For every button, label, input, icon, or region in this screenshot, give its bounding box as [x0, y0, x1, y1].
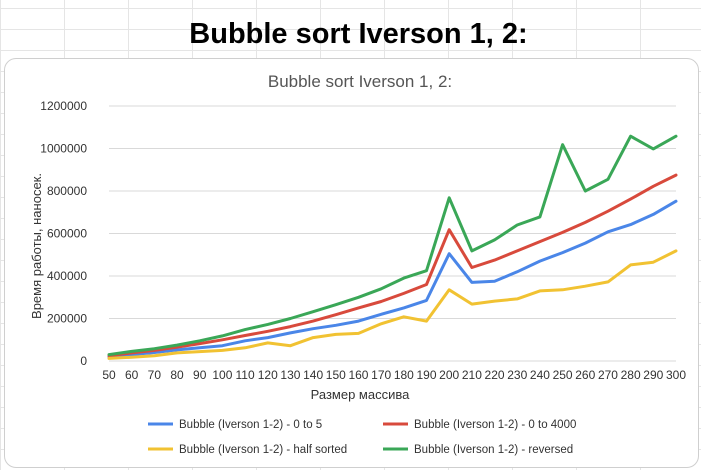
x-tick-label: 180 — [394, 368, 414, 382]
chart-panel[interactable]: Bubble sort Iverson 1, 2: 0 200000 400000 6… — [4, 58, 699, 468]
x-tick-label: 220 — [485, 368, 505, 382]
x-tick-label: 100 — [212, 368, 232, 382]
x-tick-label: 160 — [348, 368, 368, 382]
y-tick-label: 0 — [80, 354, 87, 368]
x-tick-label: 120 — [258, 368, 278, 382]
y-axis-title: Время работы, наносек. — [29, 173, 44, 319]
series-line-3[interactable] — [107, 249, 678, 360]
x-tick-label: 80 — [170, 368, 184, 382]
page-heading: Bubble sort Iverson 1, 2: — [189, 18, 528, 50]
series-line-4[interactable] — [107, 134, 678, 357]
x-tick-label: 90 — [193, 368, 207, 382]
x-tick-label: 270 — [598, 368, 618, 382]
x-tick-label: 110 — [236, 368, 255, 382]
series-line-1[interactable] — [107, 199, 678, 359]
gridlines — [109, 105, 676, 362]
y-tick-label: 400000 — [47, 269, 87, 283]
x-tick-label: 280 — [621, 368, 641, 382]
x-tick-label: 260 — [575, 368, 595, 382]
x-tick-label: 70 — [148, 368, 162, 382]
legend-label: Bubble (Iverson 1-2) - half sorted — [179, 444, 347, 456]
x-tick-label: 170 — [371, 368, 391, 382]
legend-label: Bubble (Iverson 1-2) - reversed — [414, 444, 573, 456]
x-tick-label: 250 — [553, 368, 573, 382]
x-tick-label: 150 — [326, 368, 346, 382]
x-tick-label: 240 — [530, 368, 550, 382]
y-tick-label: 1200000 — [40, 99, 87, 113]
chart-title: Bubble sort Iverson 1, 2: — [268, 72, 452, 91]
x-tick-label: 210 — [462, 368, 482, 382]
x-tick-labels: 50 60 70 80 90 100 110 120 130 140 150 160 170 180 190… — [102, 368, 686, 382]
series-line-2[interactable] — [107, 173, 678, 358]
legend-label: Bubble (Iverson 1-2) - 0 to 4000 — [414, 419, 576, 431]
series-lines — [107, 134, 678, 360]
x-tick-label: 60 — [125, 368, 139, 382]
x-axis-title: Размер массива — [311, 387, 410, 402]
x-tick-label: 200 — [439, 368, 459, 382]
y-tick-label: 800000 — [47, 184, 87, 198]
y-tick-labels: 0 200000 400000 600000 800000 1000000 1200000 — [40, 99, 87, 368]
y-tick-label: 600000 — [47, 227, 87, 241]
x-tick-label: 140 — [303, 368, 323, 382]
legend-label: Bubble (Iverson 1-2) - 0 to 5 — [179, 419, 322, 431]
legend: Bubble (Iverson 1-2) - 0 to 5 Bubble (Ive… — [148, 419, 576, 456]
line-chart: Bubble sort Iverson 1, 2: 0 200000 400000 6… — [29, 72, 686, 456]
x-tick-label: 130 — [280, 368, 300, 382]
x-tick-label: 190 — [417, 368, 437, 382]
x-tick-label: 230 — [507, 368, 527, 382]
x-tick-label: 290 — [643, 368, 663, 382]
x-tick-label: 300 — [666, 368, 686, 382]
x-tick-label: 50 — [102, 368, 116, 382]
y-tick-label: 1000000 — [40, 142, 87, 156]
y-tick-label: 200000 — [47, 312, 87, 326]
